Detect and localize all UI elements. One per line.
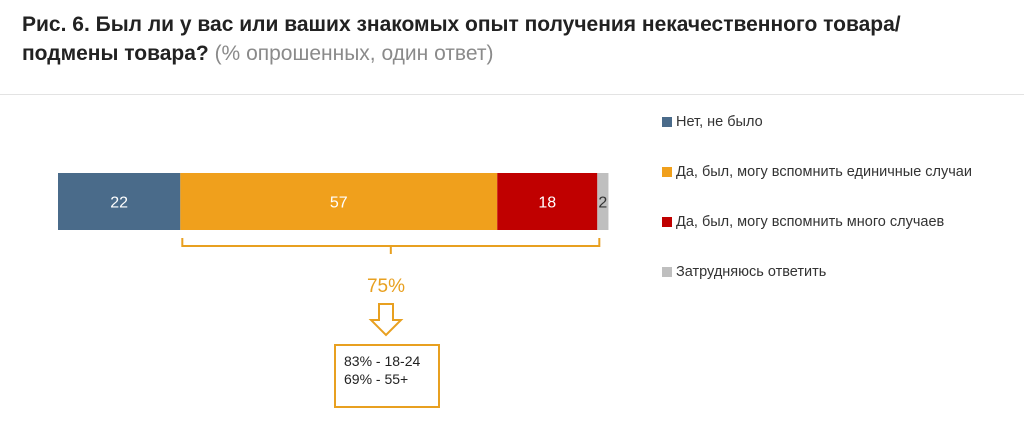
bar-data-label-1: 57 [330,195,348,212]
callout-line-2: 69% - 55+ [344,371,409,387]
bar-segment-2 [497,173,598,230]
legend-swatch-hard-to-say [662,267,672,277]
down-arrow-icon [368,303,404,337]
legend-label-single-cases: Да, был, могу вспомнить единичные случаи [676,164,972,180]
age-callout-box: 83% - 18-24 69% - 55+ [334,344,440,408]
legend-item-no: Нет, не было [662,114,972,130]
chart-title-subtitle: (% опрошенных, один ответ) [214,42,494,65]
legend-label-many-cases: Да, был, могу вспомнить много случаев [676,214,945,230]
legend-swatch-many-cases [662,217,672,227]
bar-segment-0 [58,173,181,230]
stacked-bar-chart: 22 57 18 2 75% [58,173,609,337]
legend-swatch-single-cases [662,167,672,177]
bar-data-label-2: 18 [538,195,556,212]
bar-segment-1 [180,173,498,230]
bracket-line [181,238,601,254]
bracket-total-label: 75% [367,276,405,297]
chart-title: Рис. 6. Был ли у вас или ваших знакомых … [22,10,982,68]
legend-label-no: Нет, не было [676,114,763,130]
legend-swatch-no [662,117,672,127]
bar-segment-3 [597,173,609,230]
chart-title-main: Рис. 6. Был ли у вас или ваших знакомых … [22,13,901,65]
legend: Нет, не было Да, был, могу вспомнить еди… [662,114,972,314]
bar-data-label-0: 22 [110,195,128,212]
legend-item-many-cases: Да, был, могу вспомнить много случаев [662,214,972,230]
legend-item-single-cases: Да, был, могу вспомнить единичные случаи [662,164,972,180]
title-divider [0,94,1024,95]
callout-line-1: 83% - 18-24 [344,353,421,369]
legend-label-hard-to-say: Затрудняюсь ответить [676,264,827,280]
bar-data-label-3: 2 [598,195,607,212]
legend-item-hard-to-say: Затрудняюсь ответить [662,264,972,280]
